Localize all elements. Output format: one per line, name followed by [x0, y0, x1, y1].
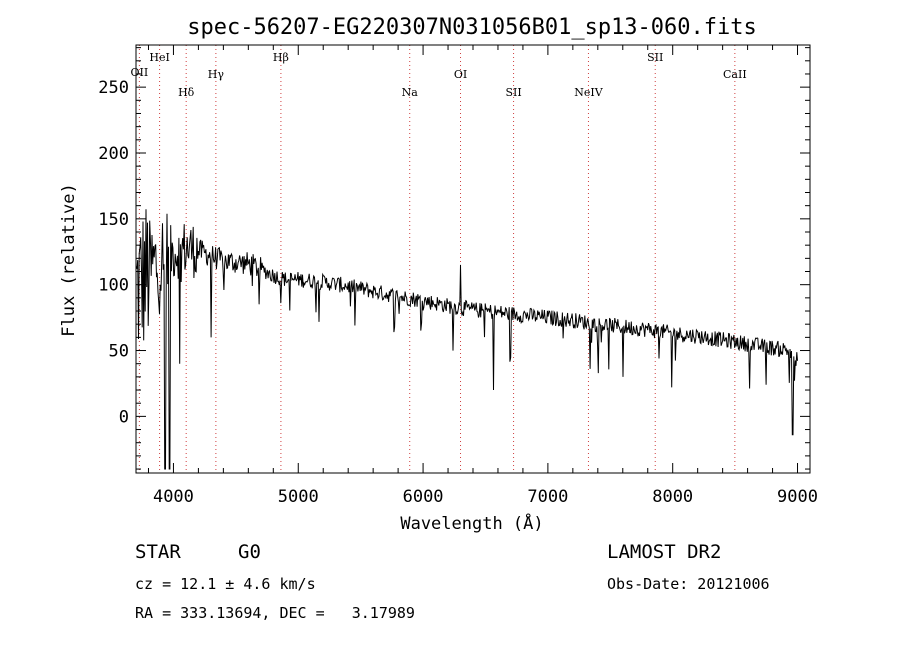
chart-title: spec-56207-EG220307N031056B01_sp13-060.f…: [187, 15, 757, 40]
y-tick-label: 200: [98, 144, 129, 164]
x-tick-label: 6000: [403, 487, 444, 507]
line-marker-label: SII: [647, 51, 663, 64]
x-tick-label: 7000: [527, 487, 568, 507]
line-marker-label: NeIV: [574, 86, 603, 99]
line-marker-label: OII: [131, 66, 149, 79]
line-marker-label: Hδ: [178, 86, 195, 99]
plot-frame: [135, 44, 811, 474]
line-marker-label: SII: [505, 86, 521, 99]
x-tick-label: 4000: [153, 487, 194, 507]
obs-date-text: Obs-Date: 20121006: [607, 575, 770, 593]
y-tick-label: 0: [119, 407, 129, 427]
y-tick-label: 100: [98, 276, 129, 296]
survey-label: LAMOST DR2: [607, 541, 722, 563]
spectrum-line: [135, 209, 798, 470]
redshift-text: cz = 12.1 ± 4.6 km/s: [135, 575, 316, 593]
line-marker-label: Na: [402, 86, 419, 99]
y-tick-label: 150: [98, 210, 129, 230]
x-axis-label: Wavelength (Å): [400, 512, 543, 534]
x-tick-label: 9000: [777, 487, 818, 507]
x-tick-label: 5000: [278, 487, 319, 507]
x-tick-label: 8000: [652, 487, 693, 507]
y-tick-label: 250: [98, 78, 129, 98]
y-axis-label: Flux (relative): [59, 183, 79, 337]
subclass-label: G0: [238, 541, 261, 563]
line-marker-label: Hβ: [273, 51, 289, 64]
coordinates-text: RA = 333.13694, DEC = 3.17989: [135, 604, 415, 622]
y-tick-label: 50: [109, 342, 129, 362]
line-marker-label: HeI: [149, 51, 169, 64]
line-marker-label: OI: [454, 68, 467, 81]
line-marker-label: Hγ: [208, 68, 225, 81]
class-label: STAR: [135, 541, 181, 563]
line-marker-label: CaII: [723, 68, 747, 81]
